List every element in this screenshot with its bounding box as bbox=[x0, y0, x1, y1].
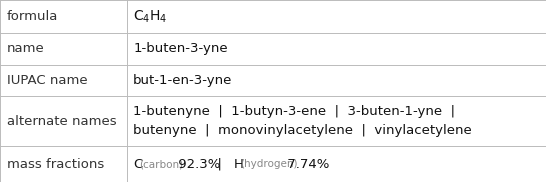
Text: C: C bbox=[133, 158, 143, 171]
Text: but-1-en-3-yne: but-1-en-3-yne bbox=[133, 74, 233, 87]
Text: H: H bbox=[234, 158, 244, 171]
Text: formula: formula bbox=[7, 10, 58, 23]
Text: IUPAC name: IUPAC name bbox=[7, 74, 87, 87]
Text: name: name bbox=[7, 42, 44, 55]
Text: (carbon): (carbon) bbox=[139, 159, 183, 169]
Text: mass fractions: mass fractions bbox=[7, 158, 104, 171]
Text: (hydrogen): (hydrogen) bbox=[240, 159, 298, 169]
Text: 1-butenyne  |  1-butyn-3-ene  |  3-buten-1-yne  |
butenyne  |  monovinylacetylen: 1-butenyne | 1-butyn-3-ene | 3-buten-1-y… bbox=[133, 105, 472, 137]
Text: $\mathregular{C_4H_4}$: $\mathregular{C_4H_4}$ bbox=[133, 8, 168, 25]
Text: 7.74%: 7.74% bbox=[283, 158, 330, 171]
Text: 92.3%: 92.3% bbox=[174, 158, 220, 171]
Text: alternate names: alternate names bbox=[7, 115, 116, 128]
Text: 1-buten-3-yne: 1-buten-3-yne bbox=[133, 42, 228, 55]
Text: |: | bbox=[209, 158, 230, 171]
